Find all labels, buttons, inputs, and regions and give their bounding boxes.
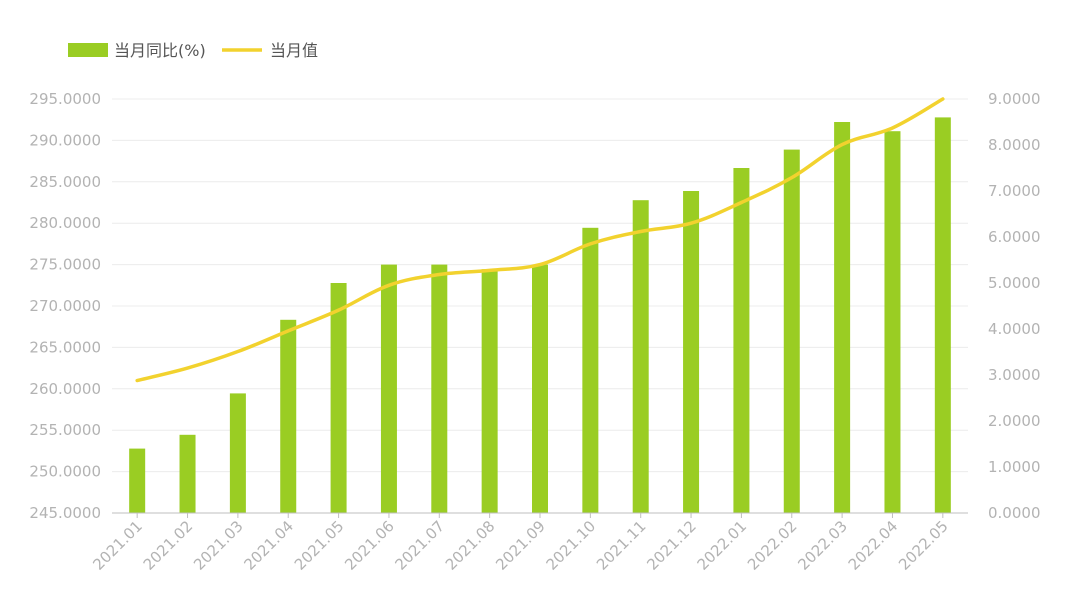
x-tick-label: 2021.05 (291, 517, 348, 574)
x-tick-label: 2022.02 (744, 517, 801, 574)
bar (431, 264, 448, 513)
bar-series (129, 117, 951, 514)
x-tick-label: 2021.04 (240, 517, 297, 574)
left-y-tick-label: 290.0000 (29, 131, 101, 149)
bar (229, 393, 246, 513)
line-series (135, 97, 945, 383)
bar (129, 448, 146, 513)
x-tick-label: 2022.03 (794, 517, 851, 574)
bar (280, 319, 297, 513)
left-y-tick-label: 245.0000 (29, 504, 101, 522)
x-axis: 2021.012021.022021.032021.042021.052021.… (89, 512, 968, 574)
x-tick-label: 2022.01 (694, 517, 751, 574)
bar (884, 131, 901, 513)
right-y-tick-label: 7.0000 (988, 182, 1041, 200)
legend-swatch-bar (68, 43, 108, 57)
left-y-tick-label: 280.0000 (29, 214, 101, 232)
left-y-tick-label: 270.0000 (29, 297, 101, 315)
right-y-tick-label: 2.0000 (988, 412, 1041, 430)
right-y-tick-label: 4.0000 (988, 320, 1041, 338)
left-y-tick-label: 275.0000 (29, 256, 101, 274)
legend: 当月同比(%) 当月值 (68, 41, 318, 60)
left-y-tick-label: 260.0000 (29, 380, 101, 398)
right-y-tick-label: 1.0000 (988, 458, 1041, 476)
bar (683, 191, 700, 513)
bar (330, 283, 347, 513)
right-y-tick-label: 9.0000 (988, 90, 1041, 108)
x-tick-label: 2021.10 (543, 517, 600, 574)
left-y-tick-label: 285.0000 (29, 173, 101, 191)
right-y-tick-label: 5.0000 (988, 274, 1041, 292)
right-y-tick-label: 0.0000 (988, 504, 1041, 522)
left-y-tick-label: 250.0000 (29, 463, 101, 481)
legend-label-line: 当月值 (270, 41, 318, 60)
bar (783, 149, 800, 513)
x-tick-label: 2022.04 (845, 517, 902, 574)
x-tick-label: 2021.01 (89, 517, 146, 574)
series-line (135, 97, 945, 383)
bar (733, 168, 750, 513)
x-tick-label: 2021.12 (643, 517, 700, 574)
left-y-tick-label: 295.0000 (29, 90, 101, 108)
bar (179, 434, 196, 513)
left-y-tick-label: 255.0000 (29, 421, 101, 439)
bar (532, 264, 548, 513)
bar (380, 264, 397, 513)
x-tick-label: 2022.05 (895, 517, 952, 574)
bar (481, 269, 498, 513)
right-y-tick-label: 3.0000 (988, 366, 1041, 384)
bar (582, 227, 599, 514)
x-tick-label: 2021.08 (442, 517, 499, 574)
x-tick-label: 2021.02 (140, 517, 197, 574)
x-tick-label: 2021.07 (392, 517, 449, 574)
bar (834, 122, 851, 513)
x-tick-label: 2021.11 (593, 517, 650, 574)
bar (632, 200, 649, 513)
x-tick-label: 2021.09 (492, 517, 549, 574)
x-tick-label: 2021.06 (341, 517, 398, 574)
right-y-tick-label: 8.0000 (988, 136, 1041, 154)
left-y-tick-label: 265.0000 (29, 338, 101, 356)
bar (934, 117, 951, 514)
right-y-axis: 0.0000 1.0000 2.0000 3.0000 4.0000 5.0000 6.00… (988, 90, 1041, 522)
x-tick-label: 2021.03 (190, 517, 247, 574)
legend-label-bar: 当月同比(%) (114, 41, 206, 60)
left-y-axis: 245.0000 250.0000 255.0000 260.0000 265.0000… (29, 90, 101, 522)
right-y-tick-label: 6.0000 (988, 228, 1041, 246)
